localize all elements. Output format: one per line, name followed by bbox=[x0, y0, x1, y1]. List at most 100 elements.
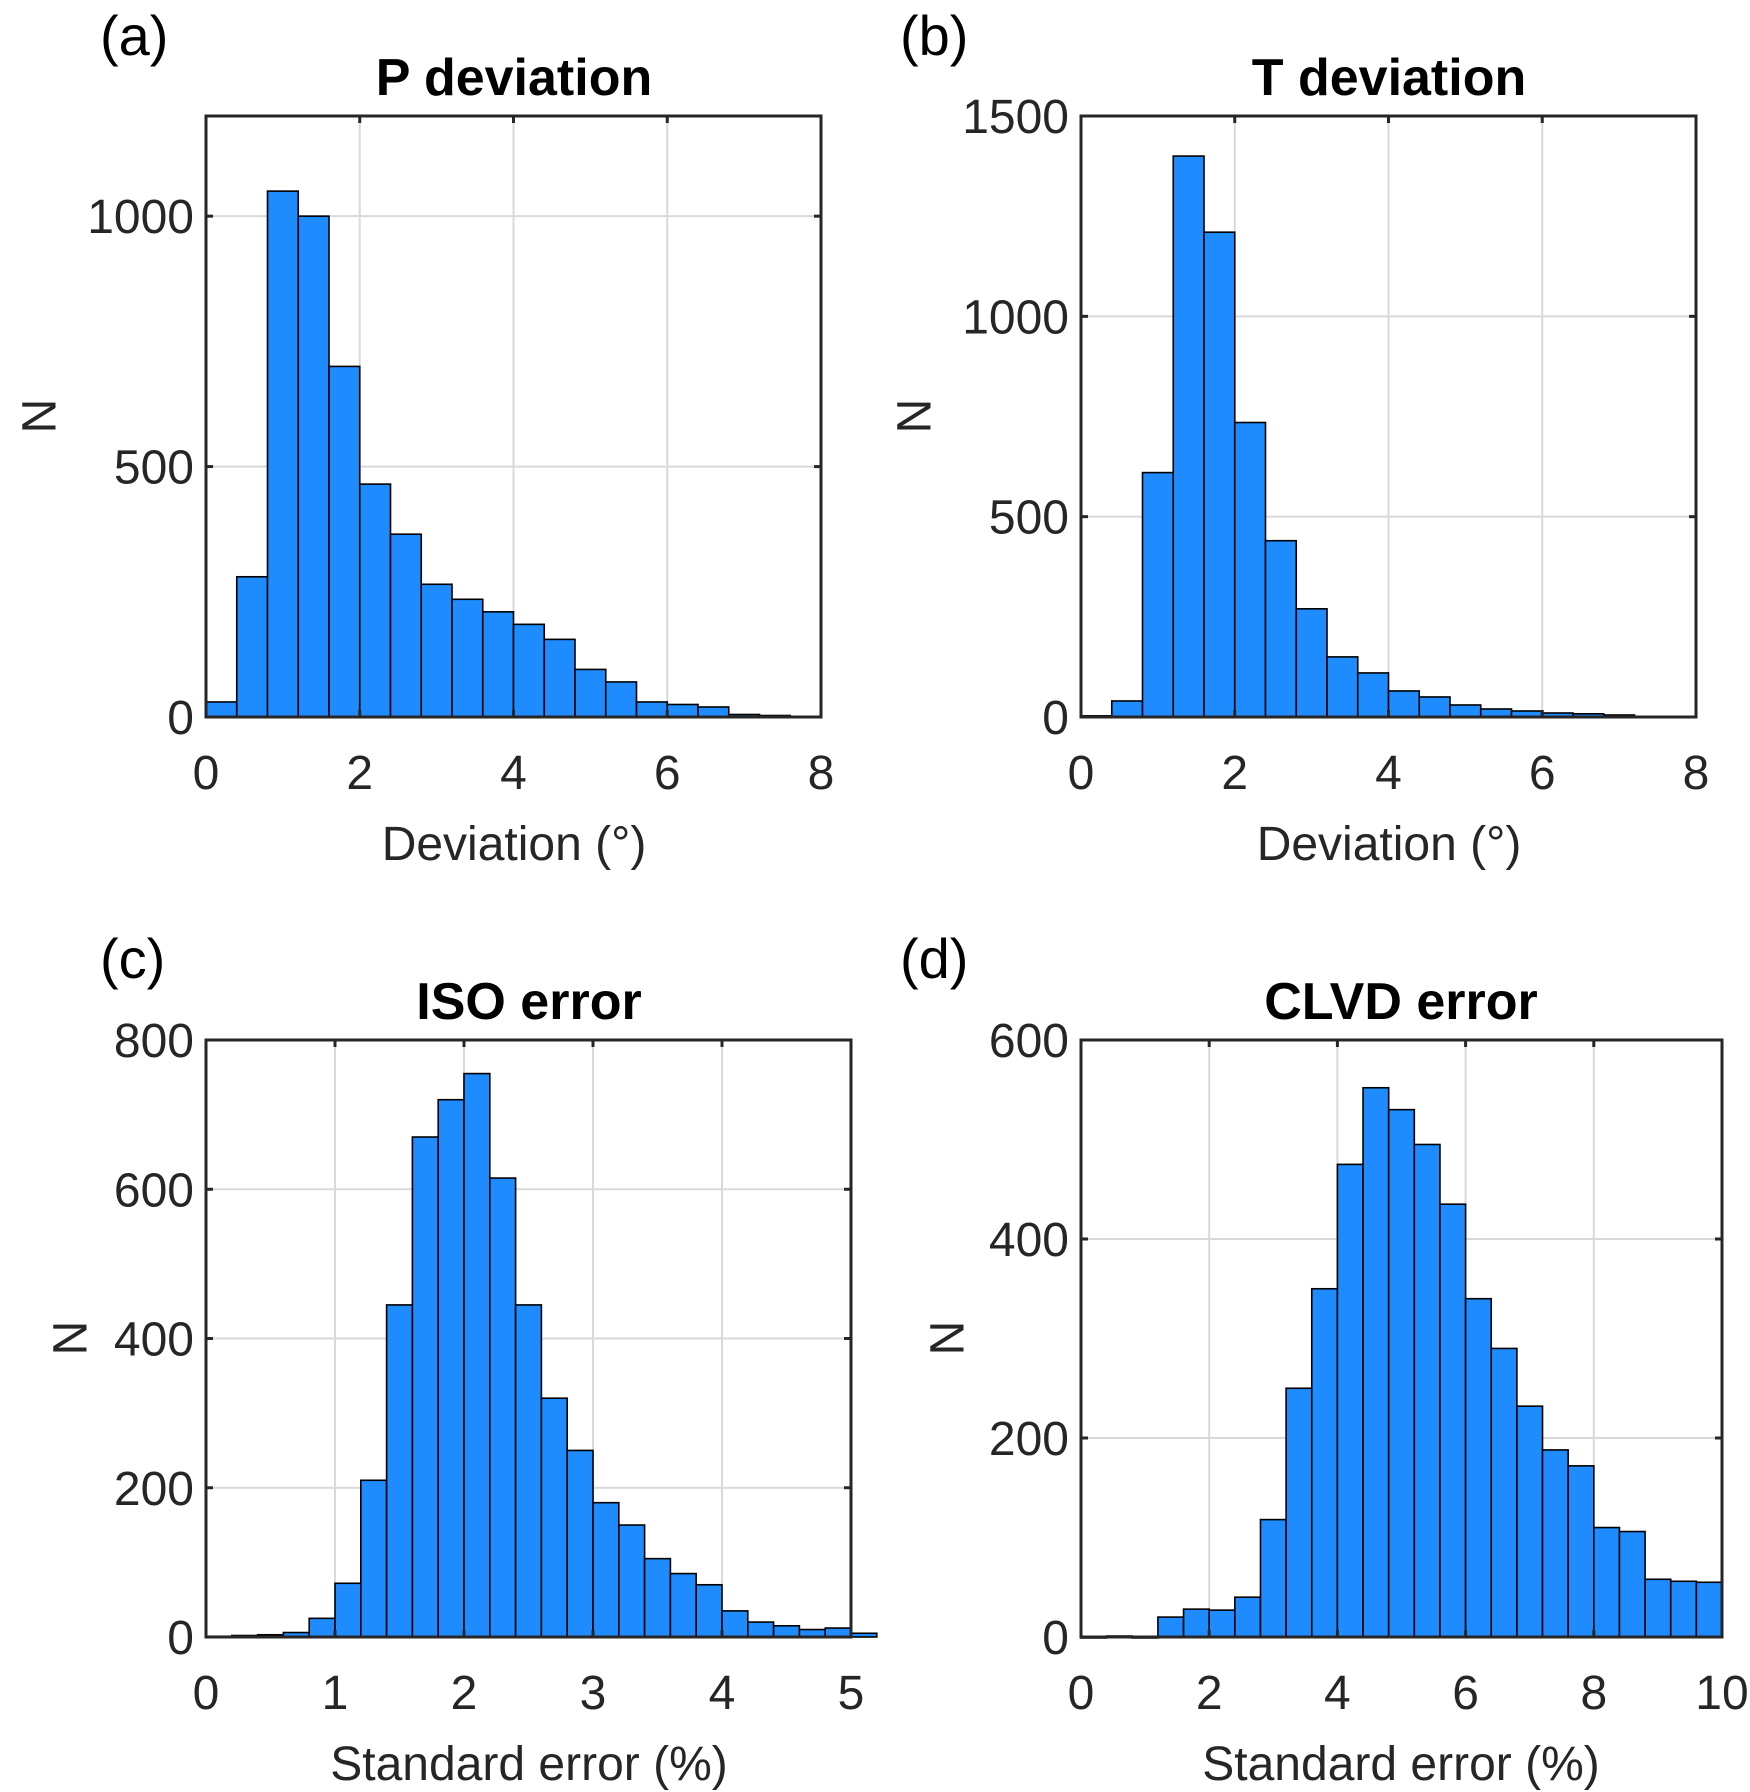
x-tick-label: 0 bbox=[193, 747, 220, 800]
x-tick-label: 0 bbox=[1068, 747, 1095, 800]
histogram-bar bbox=[666, 703, 699, 718]
histogram-bar bbox=[1567, 1465, 1595, 1638]
x-tick-label: 10 bbox=[1695, 1667, 1748, 1720]
histogram-bar bbox=[1157, 1616, 1185, 1638]
panel-a: 0 2 4 6 8 0 500 1000 P deviation (a) Deviation (°)… bbox=[14, 4, 835, 871]
histogram-bar bbox=[1285, 1387, 1313, 1638]
histogram-bar bbox=[359, 1479, 388, 1638]
y-tick-label: 500 bbox=[114, 442, 194, 495]
histogram-bar bbox=[1336, 1163, 1364, 1638]
x-axis-label: Deviation (°) bbox=[382, 818, 647, 871]
histogram-bar bbox=[1418, 696, 1451, 718]
histogram-bar bbox=[850, 1632, 878, 1638]
histogram-bar bbox=[297, 215, 330, 718]
histogram-bar bbox=[512, 623, 546, 718]
y-tick-label: 1500 bbox=[962, 91, 1069, 144]
x-tick-label: 6 bbox=[1452, 1667, 1479, 1720]
histogram-bar bbox=[1310, 1287, 1339, 1638]
y-tick-label: 0 bbox=[1042, 692, 1069, 745]
histogram-bar bbox=[697, 706, 730, 718]
histogram-bar bbox=[1618, 1530, 1646, 1638]
y-tick-label: 200 bbox=[114, 1463, 194, 1516]
x-axis-label: Standard error (%) bbox=[1202, 1738, 1599, 1791]
x-tick-label: 2 bbox=[1196, 1667, 1223, 1720]
histogram-bar bbox=[617, 1524, 646, 1638]
histogram-bar bbox=[1172, 155, 1205, 718]
histogram-bar bbox=[592, 1501, 620, 1638]
y-tick-label: 500 bbox=[989, 492, 1069, 545]
histogram-bar bbox=[1326, 656, 1359, 718]
chart-title: T deviation bbox=[1252, 49, 1526, 107]
histogram-bar bbox=[1490, 1347, 1518, 1638]
histogram-bar bbox=[1233, 421, 1267, 718]
panel-d: 0 2 4 6 8 10 0 200 400 600 CLVD error (d) Standard e… bbox=[900, 927, 1749, 1791]
y-axis-label: N bbox=[14, 399, 67, 434]
y-tick-label: 400 bbox=[114, 1314, 194, 1367]
histogram-bar bbox=[420, 583, 453, 718]
y-axis-label: N bbox=[889, 399, 942, 434]
histogram-bar bbox=[1203, 231, 1236, 718]
panel-label: (c) bbox=[100, 927, 165, 990]
x-axis-label: Deviation (°) bbox=[1257, 818, 1522, 871]
y-tick-label: 600 bbox=[989, 1015, 1069, 1068]
histogram-bar bbox=[1464, 1297, 1493, 1638]
y-tick-label: 1000 bbox=[962, 291, 1069, 344]
y-axis-label: N bbox=[922, 1321, 975, 1356]
y-tick-label: 600 bbox=[114, 1164, 194, 1217]
histogram-bar bbox=[1541, 1449, 1569, 1638]
y-tick-label: 0 bbox=[1042, 1612, 1069, 1665]
histogram-bar bbox=[1669, 1580, 1698, 1638]
histogram-bar bbox=[411, 1136, 439, 1638]
histogram-bar bbox=[543, 638, 576, 718]
x-tick-label: 2 bbox=[1221, 747, 1248, 800]
histogram-bar bbox=[721, 1610, 749, 1638]
x-axis-label: Standard error (%) bbox=[330, 1738, 727, 1791]
histogram-bar bbox=[604, 681, 638, 718]
histogram-bar bbox=[463, 1072, 491, 1638]
panel-label: (a) bbox=[100, 4, 168, 67]
histogram-bar bbox=[1295, 608, 1328, 718]
panel-c: 0 1 2 3 4 5 0 200 400 600 800 ISO error (c) Standard … bbox=[45, 927, 878, 1791]
histogram-bar bbox=[1259, 1518, 1287, 1638]
panel-label: (d) bbox=[900, 927, 968, 990]
y-tick-label: 0 bbox=[167, 1612, 194, 1665]
histogram-bar bbox=[1264, 539, 1298, 718]
x-tick-label: 6 bbox=[654, 747, 681, 800]
x-tick-label: 6 bbox=[1529, 747, 1556, 800]
histogram-bar bbox=[308, 1617, 336, 1638]
histogram-bar bbox=[1356, 672, 1390, 718]
histogram-bar bbox=[1141, 471, 1175, 718]
x-tick-label: 0 bbox=[1068, 1667, 1095, 1720]
histogram-bar bbox=[1362, 1086, 1390, 1638]
histogram-bar bbox=[266, 190, 300, 718]
panel-b: 0 2 4 6 8 0 500 1000 1500 T deviation (b) Deviation… bbox=[889, 4, 1710, 871]
histogram-bar bbox=[1182, 1608, 1211, 1638]
histogram-bar bbox=[1449, 704, 1482, 718]
histogram-bar bbox=[1439, 1203, 1467, 1638]
x-tick-label: 4 bbox=[1324, 1667, 1351, 1720]
y-tick-label: 1000 bbox=[87, 191, 194, 244]
histogram-bar bbox=[358, 483, 392, 718]
histogram-bar bbox=[574, 668, 607, 718]
histogram-bar bbox=[205, 701, 238, 718]
y-tick-label: 400 bbox=[989, 1214, 1069, 1267]
x-tick-label: 0 bbox=[193, 1667, 220, 1720]
x-tick-label: 5 bbox=[838, 1667, 865, 1720]
histogram-bar bbox=[1234, 1596, 1262, 1638]
histogram-bar bbox=[566, 1449, 594, 1638]
chart-title: P deviation bbox=[376, 49, 652, 107]
axes-box bbox=[1079, 1038, 1724, 1639]
histogram-bar bbox=[669, 1572, 698, 1638]
x-tick-label: 4 bbox=[500, 747, 527, 800]
histogram-bar bbox=[1387, 1108, 1416, 1638]
histogram-bar bbox=[1516, 1405, 1544, 1638]
histogram-bar bbox=[1644, 1578, 1672, 1638]
y-tick-label: 0 bbox=[167, 692, 194, 745]
histogram-bar bbox=[437, 1098, 465, 1638]
panel-label: (b) bbox=[900, 4, 968, 67]
histogram-bar bbox=[235, 575, 269, 718]
histogram-bar bbox=[746, 1621, 775, 1638]
x-tick-label: 4 bbox=[1375, 747, 1402, 800]
histogram-bar bbox=[328, 365, 361, 718]
